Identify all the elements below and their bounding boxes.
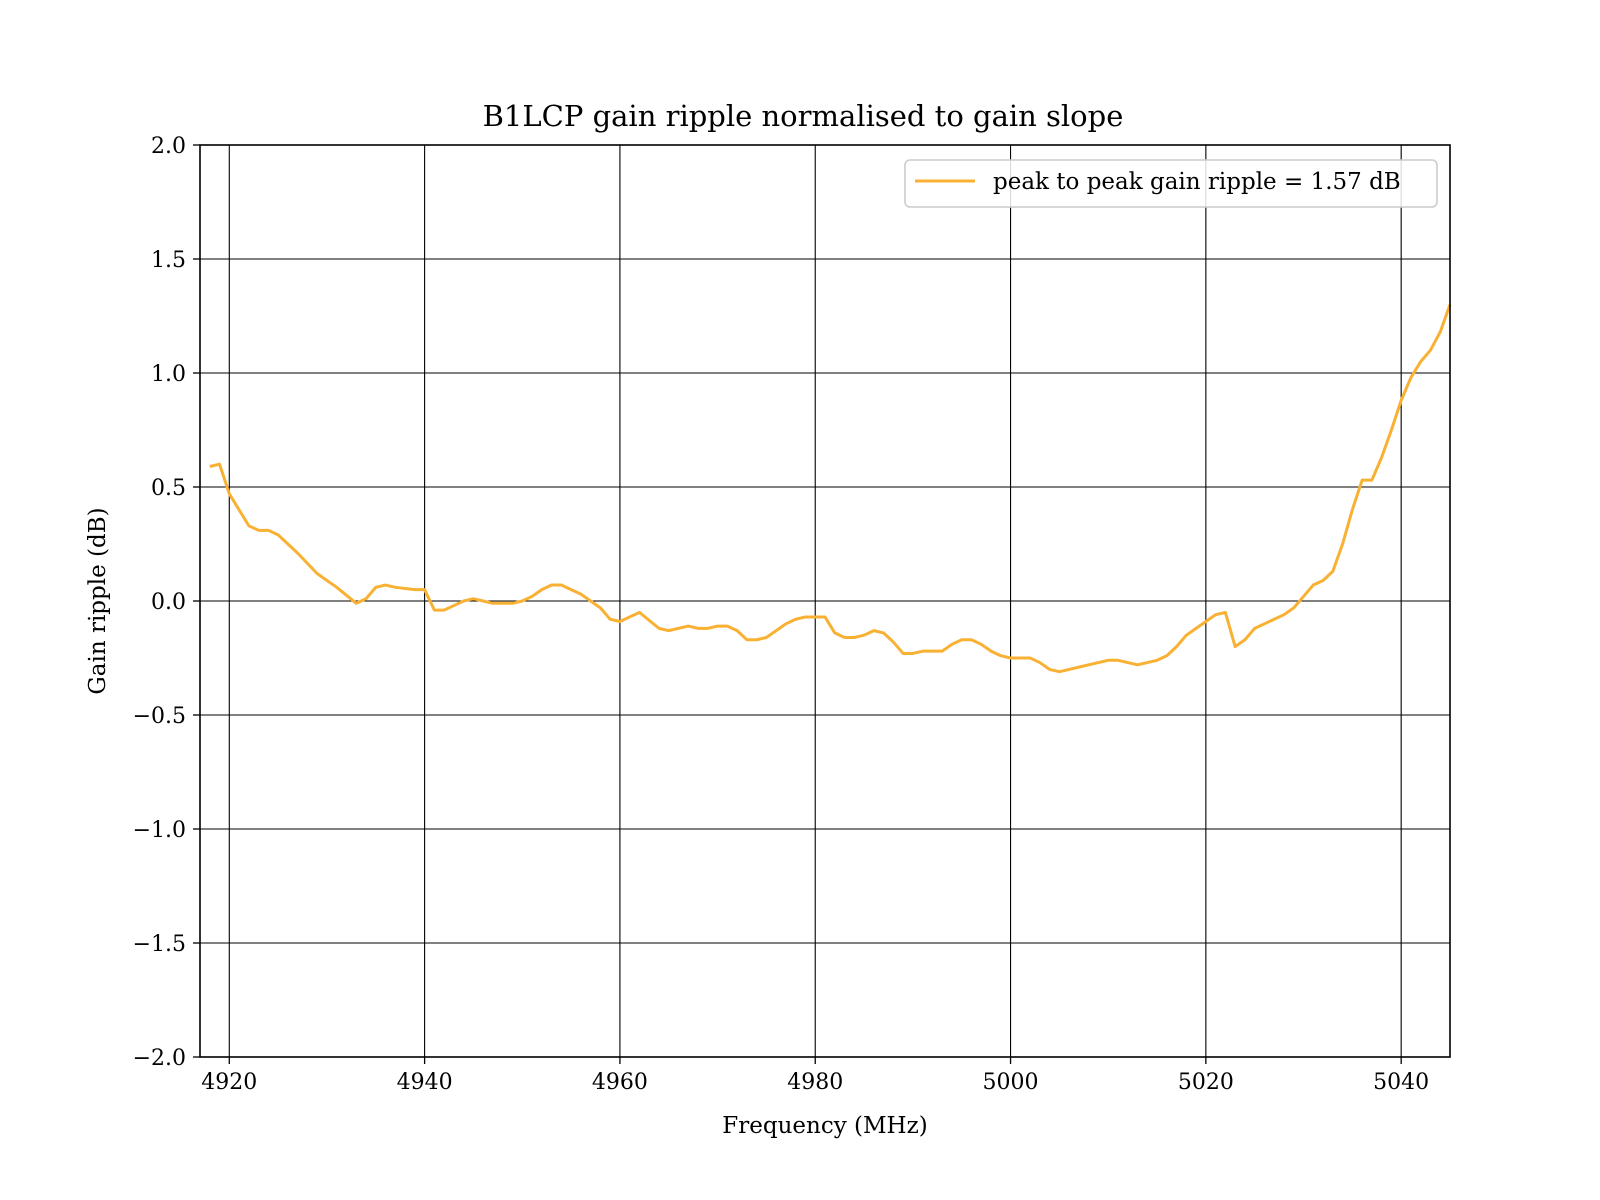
x-tick-label: 5040 [1373, 1070, 1429, 1095]
legend: peak to peak gain ripple = 1.57 dB [904, 159, 1438, 208]
y-tick-label: −1.5 [133, 932, 186, 957]
y-axis-title: Gain ripple (dB) [85, 507, 111, 694]
y-tick-label: −1.0 [133, 818, 186, 843]
y-tick-label: −0.5 [133, 704, 186, 729]
y-axis-ticks: −2.0 −1.5 −1.0 −0.5 0.0 0.5 1.0 1.5 2.0 [133, 134, 200, 1071]
x-axis-ticks: 4920 4940 4960 4980 5000 5020 5040 [201, 1057, 1429, 1095]
x-tick-label: 5020 [1178, 1070, 1234, 1095]
x-tick-label: 4920 [201, 1070, 257, 1095]
y-tick-label: 0.5 [151, 476, 186, 501]
x-tick-label: 5000 [983, 1070, 1039, 1095]
x-tick-label: 4980 [787, 1070, 843, 1095]
legend-box [904, 159, 1438, 208]
y-tick-label: 0.0 [151, 590, 186, 615]
y-tick-label: 1.0 [151, 362, 186, 387]
x-tick-label: 4940 [397, 1070, 453, 1095]
series-line [209, 304, 1452, 674]
series-layer [209, 304, 1452, 674]
y-tick-label: 2.0 [151, 134, 186, 159]
legend-label: peak to peak gain ripple = 1.57 dB [993, 169, 1401, 195]
y-tick-label: −2.0 [133, 1046, 186, 1071]
x-axis-title: Frequency (MHz) [722, 1113, 927, 1139]
x-tick-label: 4960 [592, 1070, 648, 1095]
chart-title: B1LCP gain ripple normalised to gain slo… [483, 99, 1124, 133]
y-tick-label: 1.5 [151, 248, 186, 273]
